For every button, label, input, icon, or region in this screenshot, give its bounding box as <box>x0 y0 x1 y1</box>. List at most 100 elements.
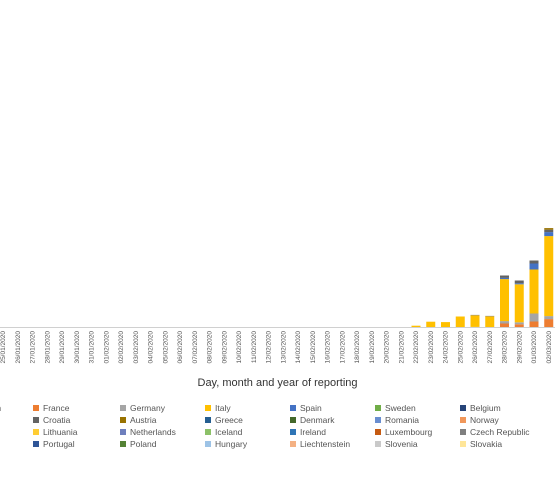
legend-label: Iceland <box>215 427 243 437</box>
x-tick-label: 16/02/2020 <box>325 331 332 364</box>
legend-label: Slovenia <box>385 439 418 449</box>
x-tick-label: 28/01/2020 <box>44 331 51 364</box>
x-tick-label: 03/02/2020 <box>133 331 140 364</box>
legend-swatch <box>375 428 381 435</box>
bar-segment <box>544 229 554 233</box>
legend-item: Norway <box>460 415 499 426</box>
bar-segment <box>514 322 524 325</box>
x-tick-label: 25/02/2020 <box>457 331 464 364</box>
legend-label: Lithuania <box>43 427 78 437</box>
x-tick-label: 27/02/2020 <box>487 331 494 364</box>
legend-label: Germany <box>130 403 165 413</box>
legend-item: Greece <box>205 415 243 426</box>
legend-swatch <box>290 404 296 411</box>
bar-segment <box>529 263 539 270</box>
x-tick-label: 02/03/2020 <box>546 331 553 364</box>
x-tick-label: 02/02/2020 <box>118 331 125 364</box>
legend-label: Netherlands <box>130 427 176 437</box>
legend-swatch <box>460 428 466 435</box>
x-tick-label: 29/02/2020 <box>516 331 523 364</box>
bar-segment <box>514 324 524 328</box>
x-tick-label: 30/01/2020 <box>74 331 81 364</box>
bar-segment <box>529 321 539 328</box>
x-tick-label: 08/02/2020 <box>207 331 214 364</box>
legend-swatch <box>375 440 381 447</box>
x-tick-label: 29/01/2020 <box>59 331 66 364</box>
bar-segment <box>500 277 509 280</box>
x-tick-label: 10/02/2020 <box>236 331 243 364</box>
legend-item: Liechtenstein <box>290 439 350 450</box>
legend-swatch <box>33 404 39 411</box>
legend-item: Spain <box>290 403 322 414</box>
bar-segment <box>500 321 509 324</box>
bar-segment <box>514 283 524 285</box>
bar-segment <box>544 232 554 237</box>
x-tick-label: 26/01/2020 <box>15 331 22 364</box>
bar-segment <box>500 323 509 328</box>
bar-segment <box>514 284 524 323</box>
legend-swatch <box>120 416 126 423</box>
legend-swatch <box>205 404 211 411</box>
legend-swatch <box>460 404 466 411</box>
legend-item: Portugal <box>33 439 75 450</box>
legend-item: Sweden <box>375 403 416 414</box>
legend-label: Denmark <box>300 415 335 425</box>
x-tick-label: 12/02/2020 <box>266 331 273 364</box>
x-tick-label: 05/02/2020 <box>162 331 169 364</box>
bar-segment <box>426 321 436 328</box>
x-tick-label: 26/02/2020 <box>472 331 479 364</box>
x-tick-label: 28/02/2020 <box>502 331 509 364</box>
legend-label: Romania <box>385 415 420 425</box>
legend-label: Hungary <box>215 439 248 449</box>
bar-segment <box>529 269 539 314</box>
legend-label: Austria <box>130 415 157 425</box>
legend-item: Poland <box>120 439 156 450</box>
legend-item: Belgium <box>460 403 501 414</box>
legend-swatch <box>120 404 126 411</box>
x-tick-label: 22/02/2020 <box>413 331 420 364</box>
x-tick-label: 01/02/2020 <box>103 331 110 364</box>
legend-swatch <box>33 428 39 435</box>
legend-label: Slovakia <box>470 439 503 449</box>
legend-swatch <box>205 428 211 435</box>
x-tick-label: 23/02/2020 <box>428 331 435 364</box>
x-tick-label: 11/02/2020 <box>251 331 258 363</box>
legend-item: Ireland <box>290 427 326 438</box>
bar-segment <box>411 325 421 328</box>
bar-segment <box>544 236 554 317</box>
legend-label: France <box>43 403 70 413</box>
legend-label: Croatia <box>43 415 71 425</box>
x-tick-label: 09/02/2020 <box>221 331 228 364</box>
x-tick-label: 04/02/2020 <box>148 331 155 364</box>
x-tick-label: 25/01/2020 <box>0 331 7 364</box>
bar-segment <box>544 228 554 230</box>
bar-segment <box>500 275 509 278</box>
x-tick-label: 21/02/2020 <box>398 331 405 364</box>
x-tick-label: 31/01/2020 <box>89 331 96 364</box>
legend-swatch <box>460 440 466 447</box>
bars-group <box>87 228 554 328</box>
legend-label: Luxembourg <box>385 427 433 437</box>
x-tick-label: 13/02/2020 <box>280 331 287 364</box>
legend-item: Austria <box>120 415 156 426</box>
legend-label: m <box>0 403 1 413</box>
legend-item: France <box>33 403 69 414</box>
legend-label: Sweden <box>385 403 416 413</box>
legend-item: Italy <box>205 403 231 414</box>
legend-item: Denmark <box>290 415 334 426</box>
legend-swatch <box>290 440 296 447</box>
bar-segment <box>441 322 450 328</box>
legend-label: Czech Republic <box>470 427 530 437</box>
legend-swatch <box>120 440 126 447</box>
bar-segment <box>514 280 524 284</box>
x-tick-label: 27/01/2020 <box>30 331 37 364</box>
legend-label: Belgium <box>470 403 501 413</box>
legend-label: Portugal <box>43 439 75 449</box>
bar-segment <box>455 316 465 328</box>
legend-item: Hungary <box>205 439 247 450</box>
legend-swatch <box>120 428 126 435</box>
legend-label: Spain <box>300 403 322 413</box>
bar-segment <box>529 260 539 264</box>
bar-segment <box>544 319 554 328</box>
legend-item: Croatia <box>33 415 70 426</box>
